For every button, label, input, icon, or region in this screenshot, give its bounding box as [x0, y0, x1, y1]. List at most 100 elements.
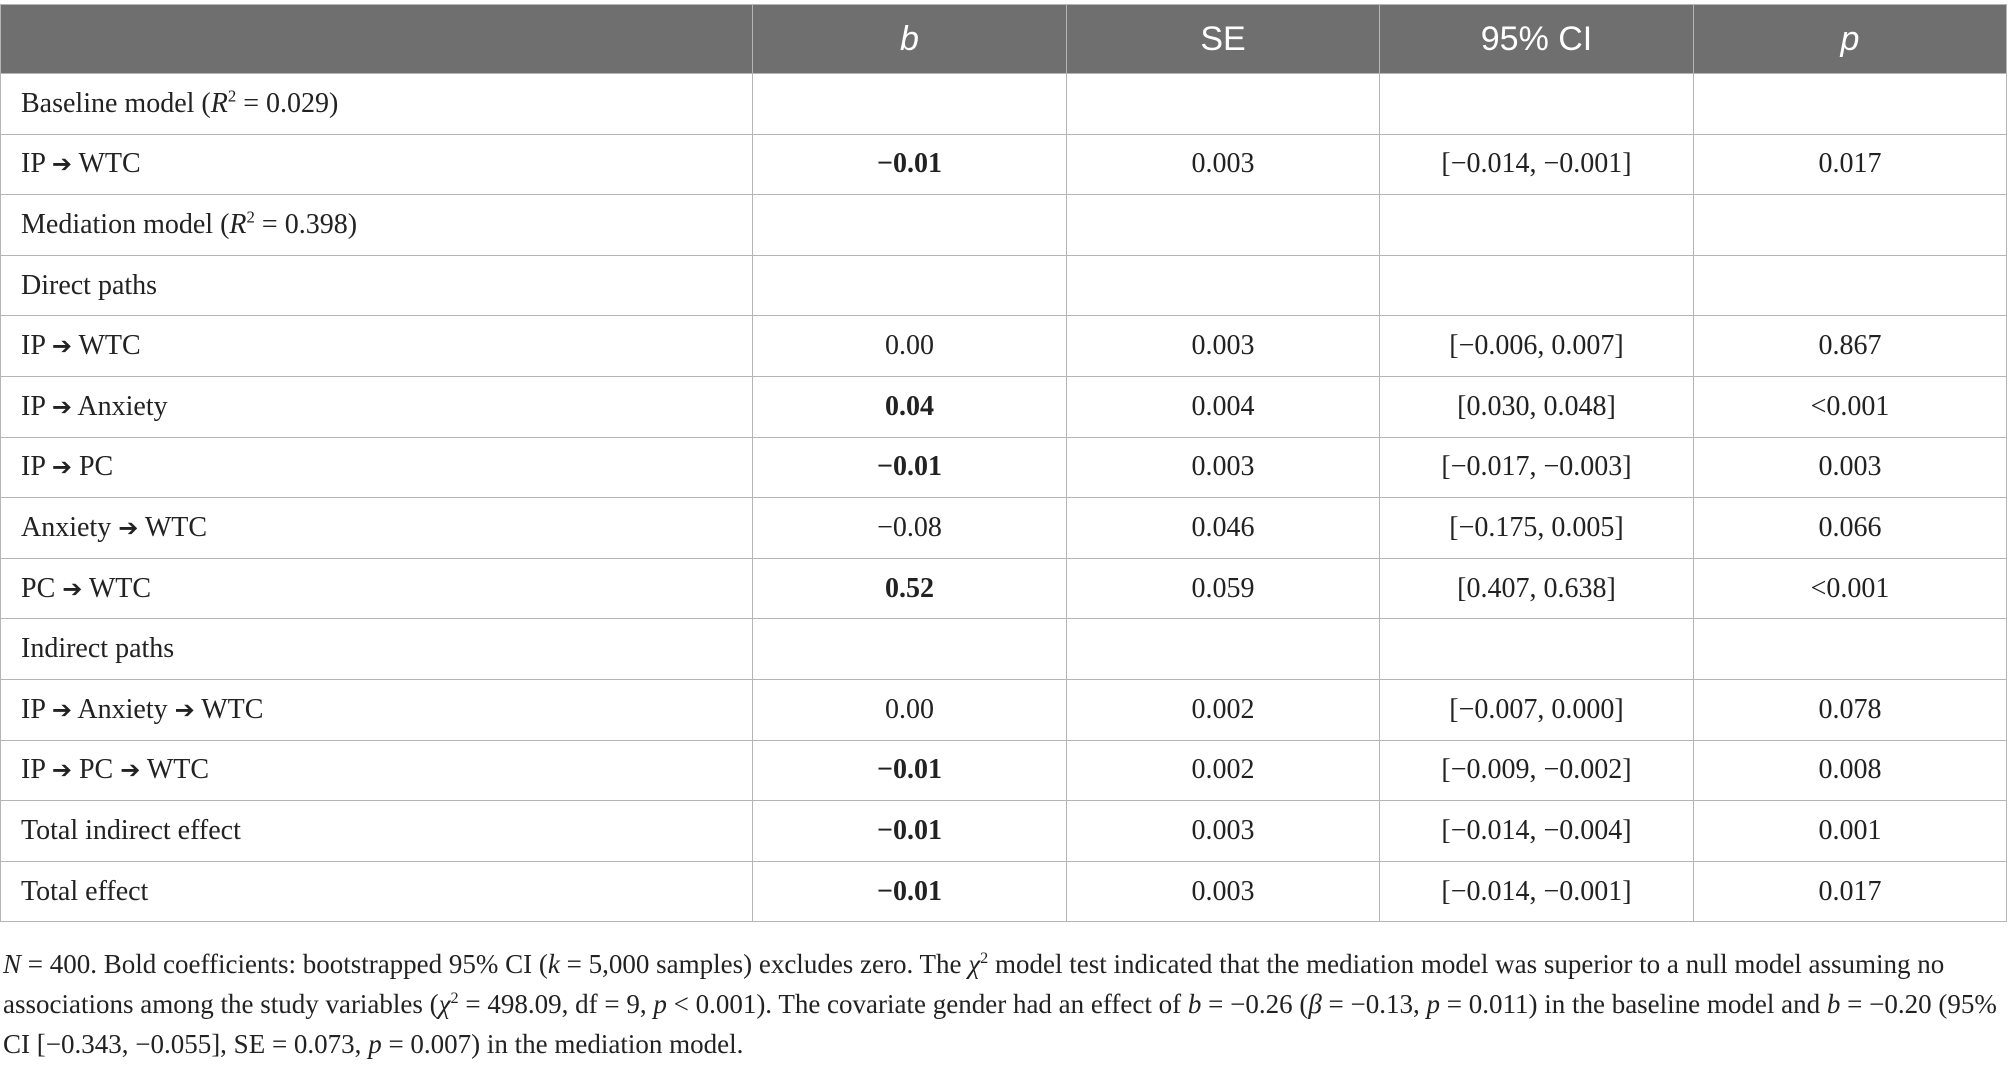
table-row: Total effect −0.01 0.003 [−0.014, −0.001… — [0, 860, 2007, 923]
cell-p: 0.008 — [1693, 739, 2007, 802]
cell-b — [752, 73, 1067, 135]
results-table: b SE 95% CI p Baseline model (R2 = 0.029… — [0, 4, 2007, 923]
cell-se — [1066, 618, 1380, 680]
cell-p — [1693, 618, 2007, 680]
cell-ci: [−0.175, 0.005] — [1379, 497, 1694, 559]
header-ci: 95% CI — [1379, 4, 1694, 74]
fn-sup: 2 — [450, 989, 459, 1007]
cell-b: −0.08 — [752, 497, 1067, 559]
cell-b: 0.00 — [752, 678, 1067, 741]
arrow-icon: ➔ — [51, 332, 72, 361]
cell-se — [1066, 194, 1380, 256]
fn-chi: χ — [438, 989, 451, 1019]
fn-sup: 2 — [980, 949, 989, 967]
fn-beta: β — [1308, 989, 1322, 1019]
table-row: PC ➔ WTC 0.52 0.059 [0.407, 0.638] <0.00… — [0, 557, 2007, 620]
row-label: IP ➔ Anxiety — [0, 375, 753, 438]
arrow-icon: ➔ — [174, 695, 195, 724]
fn-b: b — [1187, 989, 1202, 1019]
arrow-icon: ➔ — [118, 513, 139, 542]
arrow-icon: ➔ — [62, 574, 83, 603]
cell-p: 0.001 — [1693, 800, 2007, 862]
row-label: IP ➔ PC ➔ WTC — [0, 739, 753, 802]
row-label: IP ➔ WTC — [0, 315, 753, 377]
arrow-icon: ➔ — [51, 695, 72, 724]
header-row: b SE 95% CI p — [0, 4, 2007, 74]
fn-text: = 400. Bold coefficients: bootstrapped 9… — [21, 949, 548, 979]
row-label: PC ➔ WTC — [0, 557, 753, 620]
fn-text: model test indicated that the mediation … — [3, 949, 1945, 1019]
table-row: IP ➔ WTC −0.01 0.003 [−0.014, −0.001] 0.… — [0, 133, 2007, 196]
row-label: Indirect paths — [0, 618, 753, 680]
cell-ci: [−0.009, −0.002] — [1379, 739, 1694, 802]
table-row: Baseline model (R2 = 0.029) — [0, 73, 2007, 135]
table-row: IP ➔ PC ➔ WTC −0.01 0.002 [−0.009, −0.00… — [0, 739, 2007, 802]
header-empty-cell — [0, 4, 753, 74]
table-row: IP ➔ PC −0.01 0.003 [−0.017, −0.003] 0.0… — [0, 436, 2007, 499]
cell-se: 0.003 — [1066, 315, 1380, 377]
table-body: Baseline model (R2 = 0.029) IP ➔ WTC −0.… — [0, 73, 2007, 923]
row-label: Anxiety ➔ WTC — [0, 497, 753, 559]
cell-se: 0.002 — [1066, 678, 1380, 741]
arrow-icon: ➔ — [51, 392, 72, 421]
cell-ci — [1379, 254, 1694, 317]
table-row: IP ➔ Anxiety ➔ WTC 0.00 0.002 [−0.007, 0… — [0, 678, 2007, 741]
cell-ci: [−0.006, 0.007] — [1379, 315, 1694, 377]
arrow-icon: ➔ — [51, 453, 72, 482]
cell-ci: [−0.014, −0.001] — [1379, 133, 1694, 196]
cell-b: −0.01 — [752, 860, 1067, 923]
label-text: Mediation model ( — [21, 208, 230, 240]
arrow-icon: ➔ — [51, 150, 72, 179]
row-label: IP ➔ WTC — [0, 133, 753, 196]
cell-ci: [−0.007, 0.000] — [1379, 678, 1694, 741]
row-label: Baseline model (R2 = 0.029) — [0, 73, 753, 135]
cell-ci: [−0.014, −0.001] — [1379, 860, 1694, 923]
arrow-icon: ➔ — [51, 756, 72, 785]
cell-ci: [−0.017, −0.003] — [1379, 436, 1694, 499]
cell-se: 0.003 — [1066, 436, 1380, 499]
cell-b — [752, 618, 1067, 680]
cell-se: 0.003 — [1066, 800, 1380, 862]
cell-p — [1693, 194, 2007, 256]
row-label: Direct paths — [0, 254, 753, 317]
cell-ci — [1379, 618, 1694, 680]
cell-b: 0.00 — [752, 315, 1067, 377]
cell-se: 0.003 — [1066, 860, 1380, 923]
cell-ci — [1379, 73, 1694, 135]
header-se: SE — [1066, 4, 1380, 74]
fn-text: = 0.007) in the mediation model. — [381, 1029, 744, 1059]
cell-b: −0.01 — [752, 739, 1067, 802]
fn-text: = −0.20 (95% CI [−0.343, −0.055], SE = 0… — [3, 989, 1997, 1059]
table-row: Direct paths — [0, 254, 2007, 317]
fn-p: p — [1426, 989, 1440, 1019]
table-row: IP ➔ Anxiety 0.04 0.004 [0.030, 0.048] <… — [0, 375, 2007, 438]
fn-text: = −0.26 ( — [1201, 989, 1309, 1019]
cell-ci — [1379, 194, 1694, 256]
fn-text: = 498.09, df = 9, — [458, 989, 654, 1019]
header-p: p — [1693, 4, 2007, 74]
cell-ci: [0.030, 0.048] — [1379, 375, 1694, 438]
row-label: Total indirect effect — [0, 800, 753, 862]
cell-p: 0.867 — [1693, 315, 2007, 377]
label-value: = 0.029) — [236, 87, 339, 119]
cell-p: <0.001 — [1693, 557, 2007, 620]
fn-n: N — [3, 949, 22, 979]
label-r: R — [210, 87, 228, 119]
cell-b: 0.52 — [752, 557, 1067, 620]
header-b: b — [752, 4, 1067, 74]
table-row: Mediation model (R2 = 0.398) — [0, 194, 2007, 256]
cell-p: 0.066 — [1693, 497, 2007, 559]
table-row: Total indirect effect −0.01 0.003 [−0.01… — [0, 800, 2007, 862]
row-label: Mediation model (R2 = 0.398) — [0, 194, 753, 256]
cell-se: 0.059 — [1066, 557, 1380, 620]
cell-b: −0.01 — [752, 436, 1067, 499]
cell-se: 0.004 — [1066, 375, 1380, 438]
label-text: Baseline model ( — [21, 87, 211, 119]
fn-text: = −0.13, — [1321, 989, 1427, 1019]
cell-se: 0.002 — [1066, 739, 1380, 802]
label-r: R — [229, 208, 247, 240]
cell-ci: [−0.014, −0.004] — [1379, 800, 1694, 862]
fn-k: k — [547, 949, 560, 979]
cell-b — [752, 194, 1067, 256]
arrow-icon: ➔ — [120, 756, 141, 785]
